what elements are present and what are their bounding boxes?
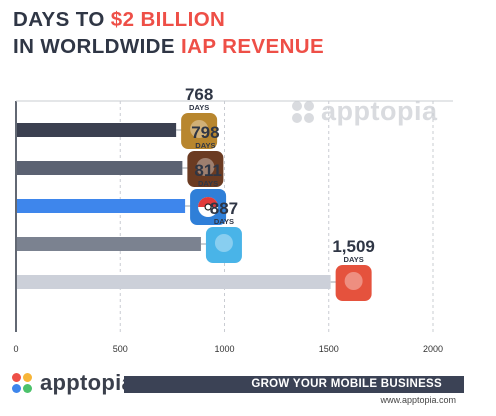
days-label: DAYS xyxy=(189,103,209,112)
icon-detail xyxy=(196,158,215,176)
data-label: 811 xyxy=(194,161,221,180)
clash-royale-icon xyxy=(205,227,242,263)
title-highlight: $2 BILLION xyxy=(110,8,226,31)
days-label: DAYS xyxy=(214,217,234,226)
footer-logo: apptopia xyxy=(10,370,134,396)
clash-of-clans-icon xyxy=(181,113,218,149)
bar-chart: 0 500 1000 1500 2000768DAYS798DAYS811DAYS887… xyxy=(13,85,453,354)
x-tick-label: 1000 xyxy=(214,344,234,354)
title-highlight: IAP REVENUE xyxy=(181,35,325,58)
chart-title-line-2: IN WORLDWIDE IAP REVENUE xyxy=(13,35,325,58)
tagline-bar: GROW YOUR MOBILE BUSINESS xyxy=(124,376,464,393)
data-label: 887 xyxy=(210,199,238,218)
pokeball-button xyxy=(204,203,212,211)
days-label: DAYS xyxy=(198,179,218,188)
apptopia-logo-icon xyxy=(12,373,32,393)
bar xyxy=(17,275,331,289)
data-label: 768 xyxy=(185,85,213,104)
candy-crush-icon xyxy=(335,265,372,301)
data-label: 798 xyxy=(191,123,219,142)
game-of-war-icon xyxy=(187,151,224,187)
x-tick-label: 500 xyxy=(113,344,128,354)
footer-url[interactable]: www.apptopia.com xyxy=(380,395,456,405)
pokeball-top xyxy=(198,197,219,207)
bar xyxy=(17,199,186,213)
days-label: DAYS xyxy=(344,255,364,264)
x-tick-label: 0 xyxy=(13,344,18,354)
chart-title-line-1: DAYS TO $2 BILLION xyxy=(13,8,226,31)
x-tick-label: 2000 xyxy=(423,344,443,354)
icon-detail xyxy=(190,120,209,138)
footer-brand: apptopia xyxy=(40,370,135,395)
icon-detail xyxy=(214,234,233,252)
days-label: DAYS xyxy=(195,141,215,150)
x-tick-label: 1500 xyxy=(319,344,339,354)
bar xyxy=(17,237,201,251)
icon-detail xyxy=(344,272,363,290)
bar xyxy=(17,161,183,175)
apptopia-logo-icon xyxy=(292,100,314,123)
data-label: 1,509 xyxy=(332,237,375,256)
bar xyxy=(17,123,177,137)
